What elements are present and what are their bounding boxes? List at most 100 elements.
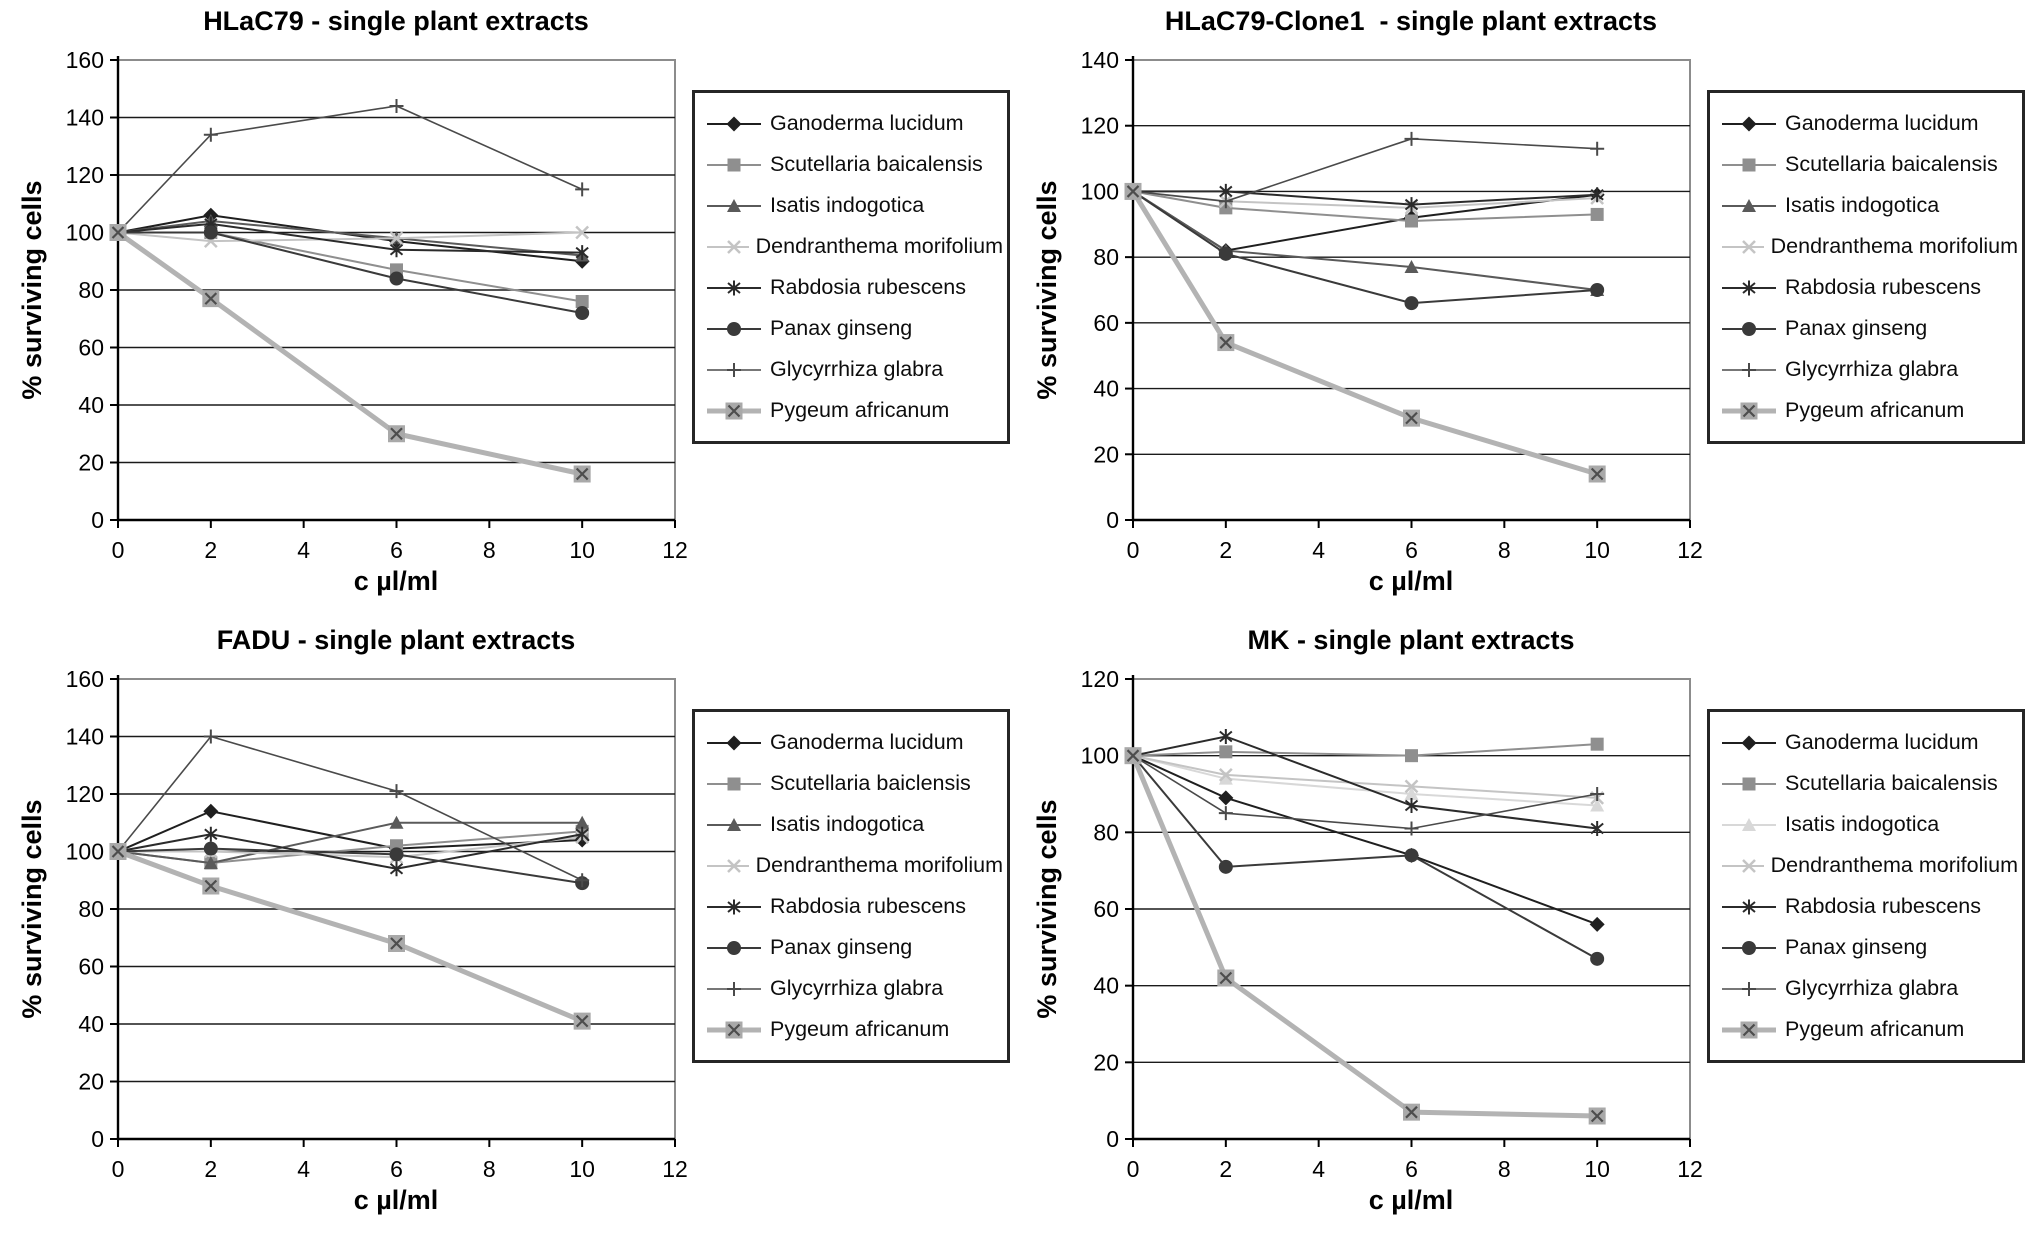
y-tick-label: 0 [91, 507, 104, 533]
legend-label: Rabdosia rubescens [1785, 894, 1982, 918]
data-point [1404, 821, 1419, 836]
legend-item-scutellaria-baicalensis: Scutellaria baicalensis [1720, 144, 2018, 185]
chart-title: FADU - single plant extracts [216, 625, 576, 655]
legend-label: Pygeum africanum [1785, 398, 1965, 422]
x-tick-label: 6 [390, 1156, 403, 1182]
x-tick-label: 2 [204, 537, 217, 563]
y-tick-label: 140 [66, 105, 104, 131]
x-tick-label: 4 [1312, 1156, 1325, 1182]
data-point [389, 815, 404, 829]
chart-title: HLaC79-Clone1 - single plant extracts [1164, 6, 1658, 36]
legend-item-scutellaria-baiclensis: Scutellaria baiclensis [705, 763, 1003, 804]
data-point [1403, 409, 1420, 427]
legend-label: Scutellaria baicalensis [1785, 152, 1998, 176]
series-pygeum-africanum [1124, 747, 1606, 1125]
legend-marker-diamond [707, 116, 761, 131]
data-point [1217, 334, 1235, 352]
data-point [389, 847, 404, 862]
legend-label: Dendranthema morifolium [755, 853, 1003, 877]
x-tick-label: 4 [1312, 537, 1325, 563]
series-glycyrrhiza-glabra [111, 99, 590, 240]
x-axis-label: c µl/ml [353, 1185, 439, 1215]
data-point [388, 425, 405, 443]
y-tick-label: 160 [66, 666, 104, 692]
legend-label: Glycyrrhiza glabra [1785, 357, 1959, 381]
data-point [1219, 745, 1233, 759]
legend-item-glycyrrhiza-glabra: Glycyrrhiza glabra [705, 968, 1003, 1009]
legend-marker-asterisk [707, 280, 761, 295]
x-tick-label: 2 [1219, 537, 1232, 563]
data-point [1219, 729, 1233, 744]
legend-item-pygeum-africanum: Pygeum africanum [705, 390, 1003, 431]
data-point [1218, 806, 1233, 821]
legend-marker-triangle [1722, 198, 1776, 212]
data-point [389, 784, 404, 799]
y-tick-label: 0 [1106, 507, 1119, 533]
data-point [203, 729, 218, 744]
legend-label: Rabdosia rubescens [770, 275, 967, 299]
legend-marker-plus [1722, 362, 1776, 377]
legend-item-scutellaria-baicalensis: Scutellaria baicalensis [1720, 763, 2018, 804]
legend-label: Pygeum africanum [770, 1017, 950, 1041]
legend-item-ganoderma-lucidum: Ganoderma lucidum [1720, 722, 2018, 763]
data-point [575, 815, 590, 829]
x-tick-label: 12 [662, 537, 688, 563]
legend-item-ganoderma-lucidum: Ganoderma lucidum [705, 103, 1003, 144]
y-tick-label: 0 [91, 1126, 104, 1152]
data-point [389, 231, 404, 246]
legend-item-dendranthema-morifolium: Dendranthema morifolium [1720, 845, 2018, 886]
data-point [1404, 779, 1419, 794]
x-tick-label: 10 [1584, 1156, 1610, 1182]
x-tick-label: 8 [1498, 537, 1511, 563]
chart-panel-fadu: FADU - single plant extracts % surviving… [0, 619, 1015, 1238]
legend-label: Glycyrrhiza glabra [1785, 976, 1959, 1000]
legend-label: Isatis indogotica [770, 193, 925, 217]
legend-marker-diamond [707, 735, 761, 750]
x-tick-label: 0 [1127, 1156, 1140, 1182]
legend-label: Rabdosia rubescens [1785, 275, 1982, 299]
data-point [1588, 1107, 1606, 1125]
data-point [1404, 131, 1419, 146]
data-point [573, 1012, 591, 1030]
legend-label: Isatis indogotica [1785, 812, 1940, 836]
y-tick-label: 60 [78, 954, 104, 980]
series-pygeum-africanum [1124, 182, 1606, 483]
chart-title: MK - single plant extracts [1247, 625, 1575, 655]
chart-panel-mk: MK - single plant extracts % surviving c… [1015, 619, 2030, 1238]
data-point [1124, 182, 1142, 200]
x-tick-label: 12 [1677, 537, 1703, 563]
legend-item-dendranthema-morifolium: Dendranthema morifolium [1720, 226, 2018, 267]
data-point [1217, 969, 1235, 987]
legend-label: Panax ginseng [1785, 935, 1928, 959]
data-point [1124, 747, 1142, 765]
data-point [1404, 848, 1419, 863]
legend-label: Glycyrrhiza glabra [770, 976, 944, 1000]
x-tick-label: 10 [569, 1156, 595, 1182]
chart-canvas-fadu: 0 20 40 60 80 100 120 140 160 0 2 4 6 8 10 12 [66, 666, 688, 1182]
data-point [575, 873, 590, 888]
legend-label: Scutellaria baiclensis [770, 771, 971, 795]
legend-item-glycyrrhiza-glabra: Glycyrrhiza glabra [1720, 349, 2018, 390]
legend-marker-diamond [1722, 735, 1776, 750]
x-tick-label: 4 [297, 537, 310, 563]
y-tick-label: 100 [66, 839, 104, 865]
y-tick-label: 120 [66, 162, 104, 188]
legend-label: Dendranthema morifolium [1770, 234, 2018, 258]
data-point [1590, 821, 1604, 836]
data-point [389, 271, 404, 286]
legend-marker-asterisk [1722, 899, 1776, 914]
legend-label: Isatis indogotica [770, 812, 925, 836]
data-point [575, 826, 589, 842]
legend-label: Dendranthema morifolium [755, 234, 1003, 258]
data-point [203, 841, 218, 856]
legend-item-rabdosia-rubescens: Rabdosia rubescens [1720, 886, 2018, 927]
data-point [575, 306, 590, 320]
legend-label: Panax ginseng [1785, 316, 1928, 340]
data-point [1590, 141, 1605, 156]
legend-label: Ganoderma lucidum [1785, 730, 1979, 754]
legend-marker-plus [707, 362, 761, 377]
legend-item-panax-ginseng: Panax ginseng [1720, 927, 2018, 968]
data-point [109, 224, 127, 241]
x-tick-label: 2 [204, 1156, 217, 1182]
x-axis-label: c µl/ml [1368, 1185, 1454, 1215]
